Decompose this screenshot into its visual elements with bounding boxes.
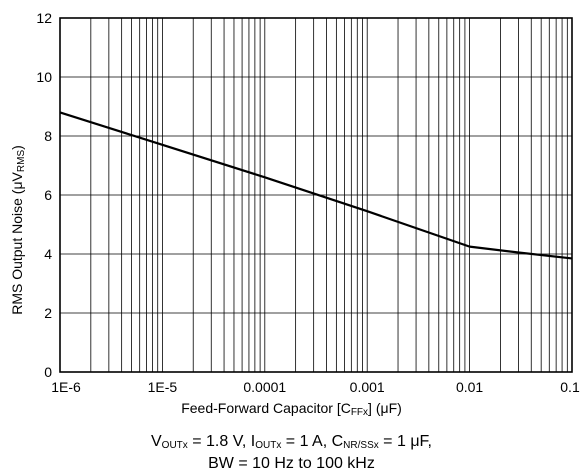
y-axis-label-v: V — [9, 172, 25, 182]
y-axis-label-suffix: ) — [9, 145, 25, 150]
caption-c-text: = 1 μF, — [378, 433, 432, 450]
x-axis-label-suffix: F) — [388, 400, 402, 416]
caption-i-sub: OUTx — [255, 440, 282, 451]
x-tick-label: 1E-5 — [148, 379, 178, 395]
caption-v-text: = 1.8 V, I — [187, 433, 256, 450]
caption-conditions: VOUTx = 1.8 V, IOUTx = 1 A, CNR/SSx = 1 … — [0, 433, 583, 455]
y-axis-label-prefix: RMS Output Noise ( — [9, 189, 25, 315]
x-axis-label-middle: ] ( — [368, 400, 381, 416]
x-tick-label: 0.0001 — [243, 379, 286, 395]
y-tick-label: 2 — [44, 305, 52, 321]
caption-v: V — [151, 433, 162, 450]
y-tick-label: 4 — [44, 246, 52, 262]
series-line — [59, 111, 573, 260]
x-tick-label: 0.1 — [560, 379, 580, 395]
plot-frame — [59, 17, 573, 373]
y-tick-label: 6 — [44, 187, 52, 203]
y-axis-label-mu: μ — [9, 181, 25, 190]
y-tick-label: 12 — [36, 10, 52, 26]
x-tick-label: 1E-6 — [51, 379, 81, 395]
x-tick-label: 0.001 — [350, 379, 385, 395]
x-axis-label-mu: μ — [380, 400, 389, 416]
x-axis-label-prefix: Feed-Forward Capacitor [C — [181, 400, 351, 416]
x-axis-label-sub: FFx — [350, 407, 369, 418]
x-axis-label: Feed-Forward Capacitor [CFFx] (μF) — [0, 400, 583, 418]
y-tick-label: 8 — [44, 128, 52, 144]
caption-c-sub: NR/SSx — [343, 440, 379, 451]
y-tick-label: 0 — [44, 364, 52, 380]
caption-v-sub: OUTx — [161, 440, 188, 451]
noise-vs-capacitor-chart: 0 2 4 6 8 10 12 1E-6 1E-5 0.0001 0.001 0.01 0.1 — [36, 10, 580, 395]
caption-bandwidth: BW = 10 Hz to 100 kHz — [208, 455, 375, 472]
caption-i-text: = 1 A, C — [281, 433, 344, 450]
y-axis-label-sub: RMS — [16, 149, 27, 173]
x-tick-label: 0.01 — [456, 379, 483, 395]
y-tick-label: 10 — [36, 69, 52, 85]
